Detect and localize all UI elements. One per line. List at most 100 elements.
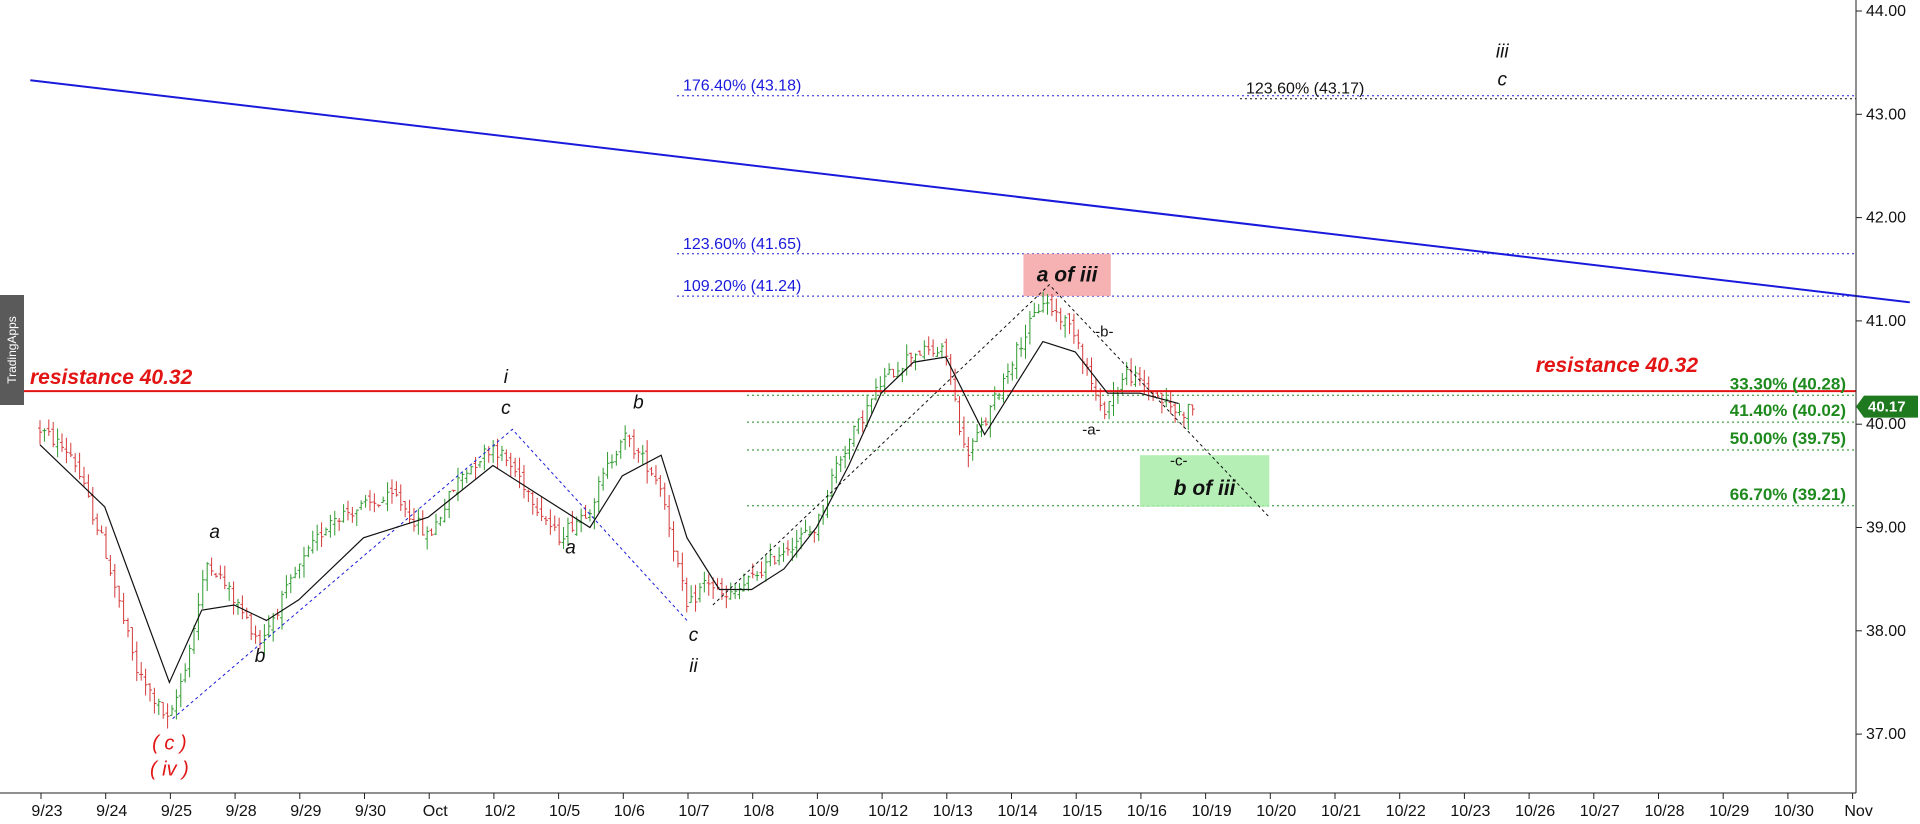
- candle: [768, 543, 773, 567]
- candle: [1102, 401, 1107, 420]
- candle: [139, 662, 144, 681]
- fib-label-green: 41.40% (40.02): [1730, 401, 1846, 420]
- candle: [561, 527, 566, 549]
- y-tick-label: 40.00: [1866, 416, 1906, 433]
- candle: [103, 526, 108, 559]
- candle: [460, 471, 465, 490]
- y-tick-label: 43.00: [1866, 106, 1906, 123]
- candle: [491, 440, 496, 463]
- x-tick-label: 10/23: [1450, 803, 1490, 820]
- candle: [227, 581, 232, 601]
- candle: [658, 474, 663, 497]
- candle: [429, 528, 434, 536]
- candle: [693, 584, 698, 612]
- candle: [1111, 381, 1116, 417]
- candle: [587, 509, 592, 522]
- candle: [112, 563, 117, 598]
- candle: [675, 550, 680, 568]
- candle: [222, 565, 227, 590]
- candle: [838, 456, 843, 473]
- candle: [174, 689, 179, 720]
- candle: [464, 469, 469, 484]
- candle: [917, 350, 922, 356]
- candle: [706, 574, 711, 596]
- candle: [834, 455, 839, 484]
- wave-label: -b-: [1095, 323, 1113, 340]
- candle: [887, 363, 892, 375]
- wave-label: i: [504, 367, 509, 388]
- candle: [763, 555, 768, 582]
- x-tick-label: 10/28: [1644, 803, 1684, 820]
- candle: [530, 491, 535, 515]
- candle: [1168, 391, 1173, 415]
- candle: [1137, 367, 1142, 386]
- candle: [354, 509, 359, 526]
- candle: [895, 361, 900, 378]
- candle: [337, 517, 342, 531]
- candle: [733, 583, 738, 599]
- candle: [433, 513, 438, 536]
- candle: [372, 493, 377, 513]
- candle: [416, 508, 421, 535]
- x-tick-label: 10/7: [678, 803, 709, 820]
- candle: [253, 625, 258, 644]
- y-tick-label: 44.00: [1866, 3, 1906, 20]
- candle: [495, 438, 500, 469]
- candle: [1005, 363, 1010, 384]
- last-price-tag-text: 40.17: [1868, 399, 1906, 416]
- candle: [359, 500, 364, 511]
- candle: [1027, 311, 1032, 345]
- candle: [508, 452, 513, 477]
- candle: [759, 561, 764, 579]
- y-tick-label: 39.00: [1866, 520, 1906, 537]
- candle: [451, 489, 456, 493]
- candle: [341, 504, 346, 523]
- x-tick-label: 10/13: [933, 803, 973, 820]
- candle: [447, 490, 452, 519]
- x-tick-label: 9/28: [226, 803, 257, 820]
- candle: [262, 624, 267, 655]
- candle: [755, 571, 760, 581]
- candle: [1058, 307, 1063, 330]
- candle: [1107, 401, 1112, 420]
- candle: [191, 625, 196, 654]
- wave-dotted-blue: [172, 428, 688, 719]
- candle: [1142, 369, 1147, 394]
- resistance-label-right: resistance 40.32: [1536, 354, 1699, 377]
- candle: [741, 573, 746, 592]
- candle: [1124, 361, 1129, 386]
- candle: [1089, 357, 1094, 392]
- fib-lines-layer: [677, 95, 1856, 507]
- candle: [1019, 337, 1024, 357]
- candle: [367, 490, 372, 511]
- candle: [1010, 361, 1015, 381]
- x-tick-label: 10/12: [868, 803, 908, 820]
- candle: [306, 545, 311, 558]
- candle: [328, 514, 333, 538]
- candle: [271, 612, 276, 642]
- last-price-tag-bg: [1856, 395, 1918, 418]
- candle: [970, 438, 975, 461]
- x-tick-label: 10/21: [1321, 803, 1361, 820]
- tradingapps-watermark: TradingApps: [0, 295, 24, 405]
- wave-dotted-black: [712, 284, 1270, 606]
- fib-label-blue: 123.60% (41.65): [683, 236, 801, 253]
- candle: [398, 484, 403, 512]
- y-tick-label: 41.00: [1866, 313, 1906, 330]
- candle: [953, 368, 958, 402]
- candle: [301, 546, 306, 578]
- candle: [609, 454, 614, 469]
- candle: [425, 526, 430, 550]
- candle: [42, 428, 47, 442]
- candle: [1093, 378, 1098, 401]
- candle: [623, 425, 628, 450]
- wave-label: c: [689, 625, 699, 646]
- candle: [482, 444, 487, 471]
- candle: [689, 585, 694, 603]
- candle: [583, 505, 588, 519]
- candle: [807, 525, 812, 536]
- candle: [81, 466, 86, 488]
- candle: [645, 440, 650, 484]
- candle: [596, 476, 601, 513]
- candle: [966, 437, 971, 468]
